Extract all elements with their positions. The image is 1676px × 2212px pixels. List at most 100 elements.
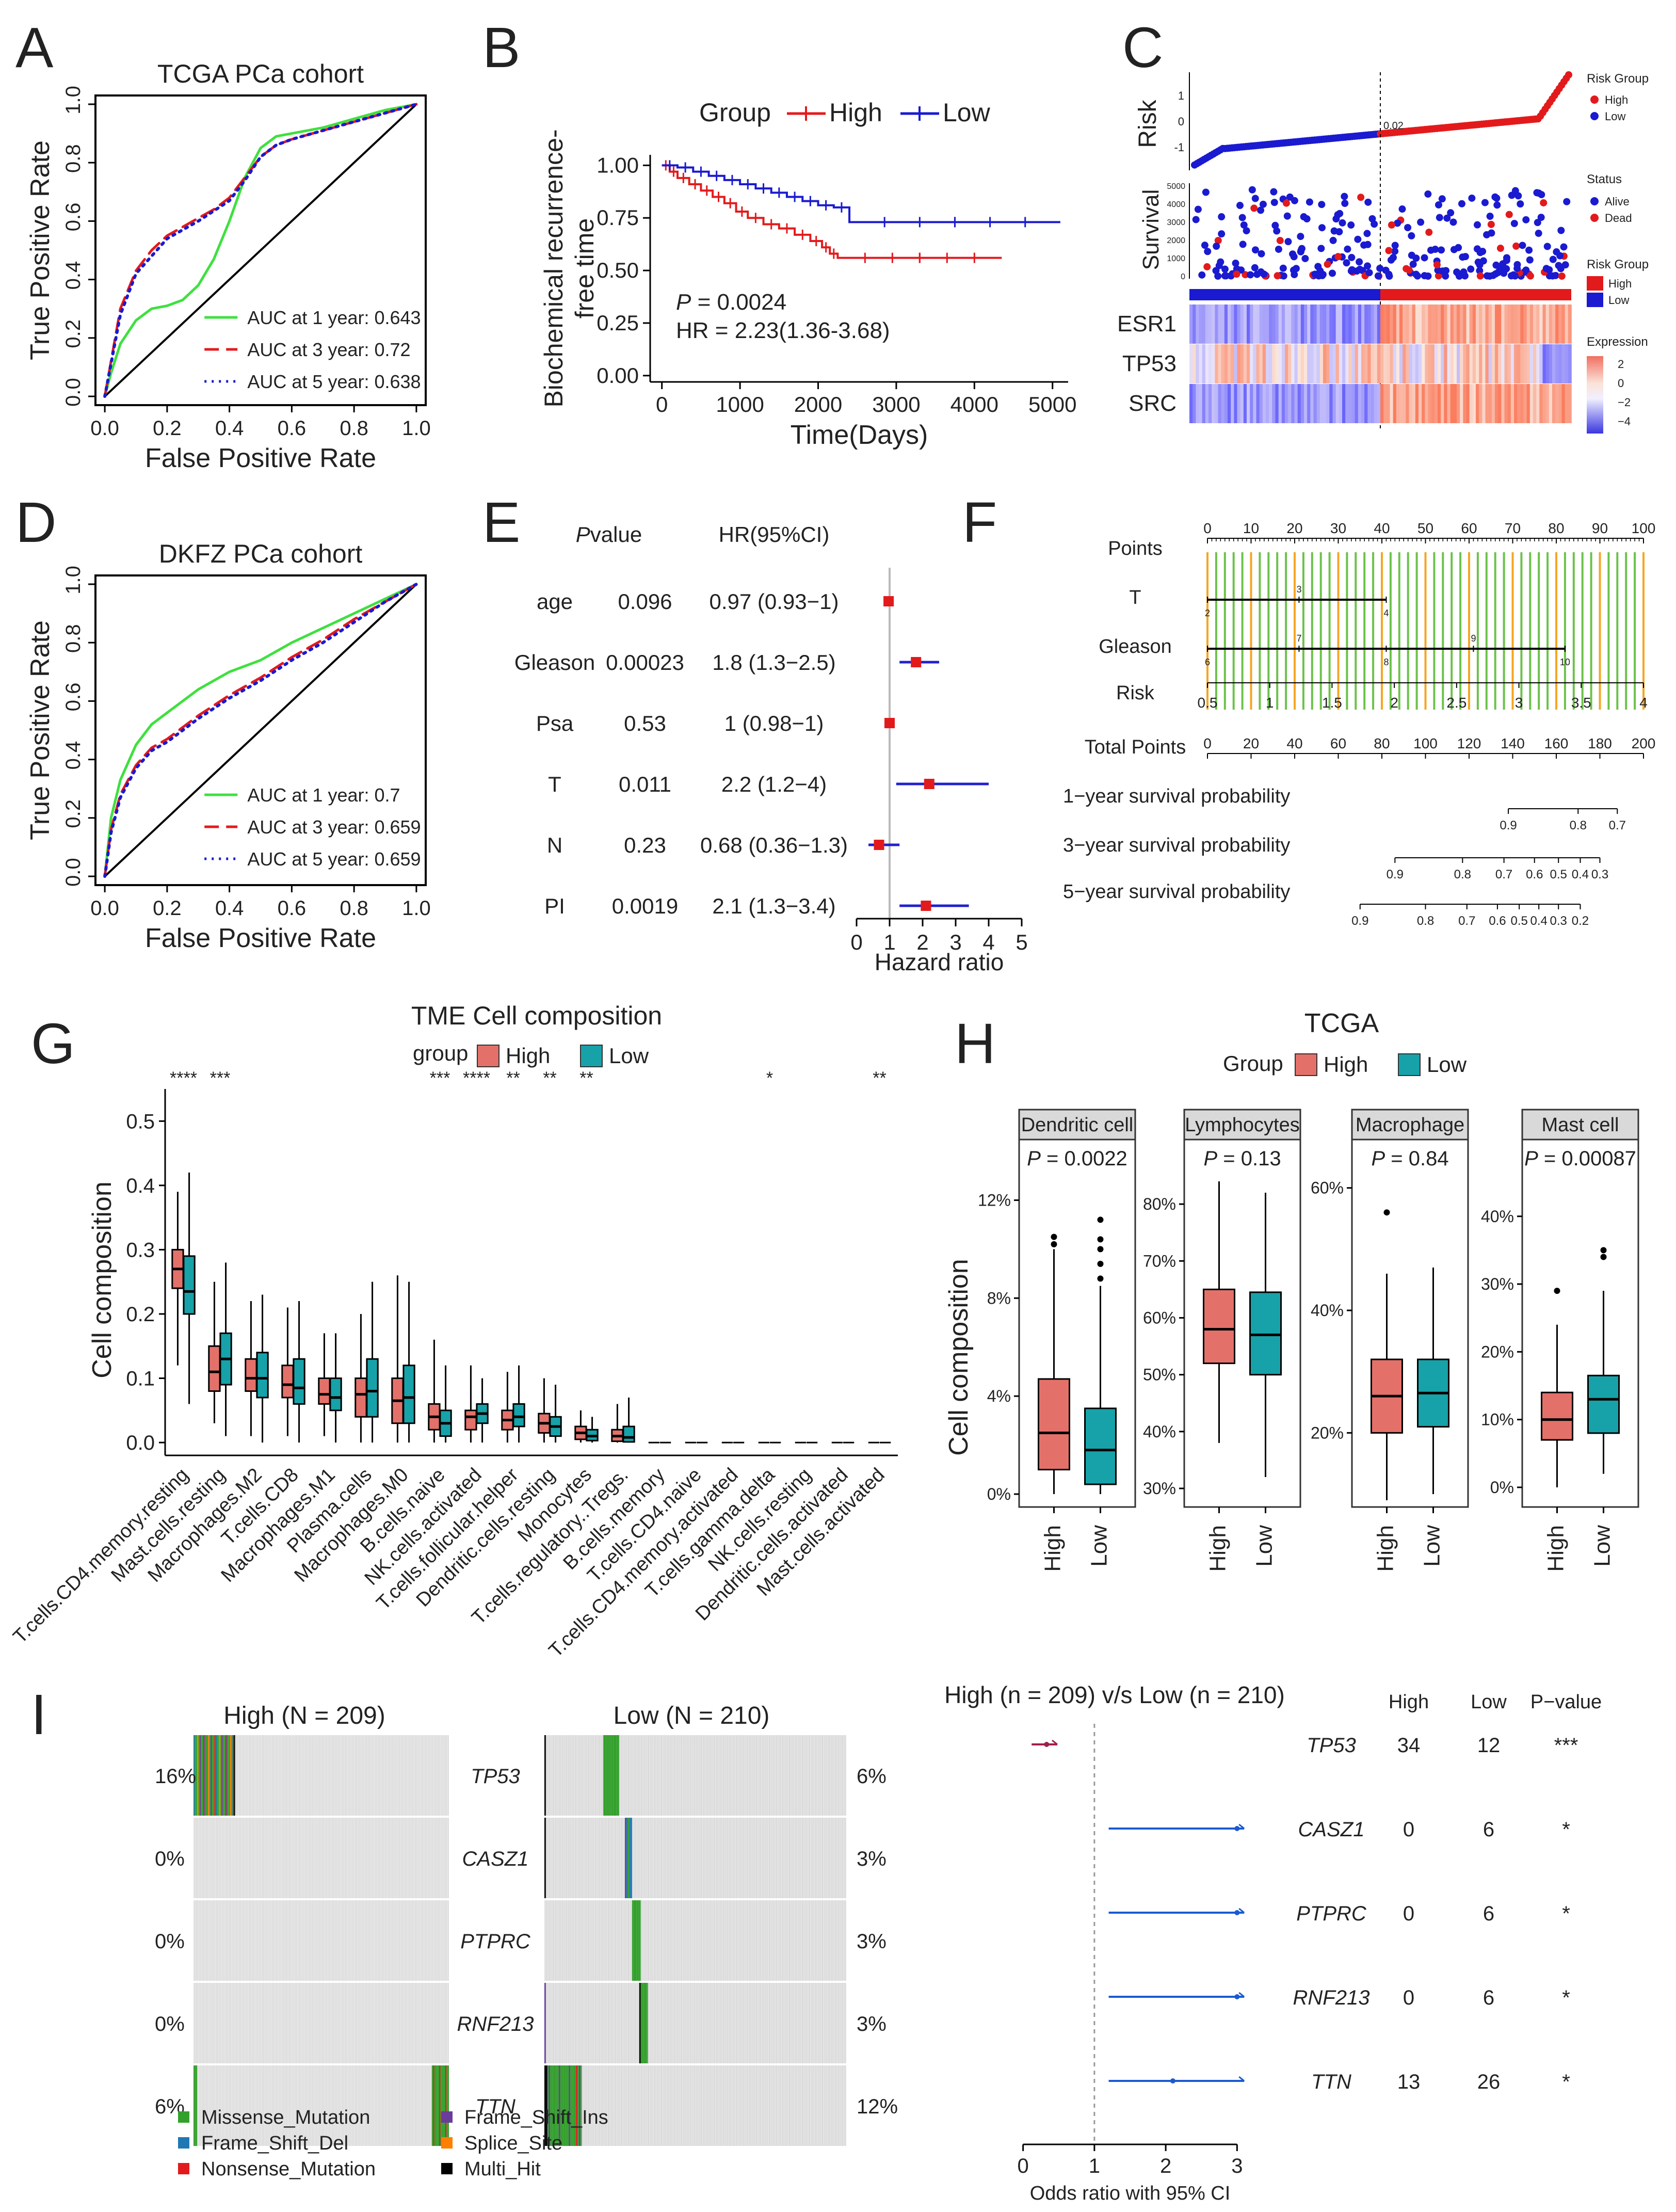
- mutation-pct-high: 0%: [155, 2013, 185, 2035]
- survival-point: [1257, 206, 1265, 214]
- heatmap-cell: [1250, 304, 1254, 344]
- heatmap-cell: [1510, 344, 1514, 383]
- nomogram-tick-label: 0.7: [1458, 914, 1475, 928]
- heatmap-cell: [1335, 304, 1340, 344]
- mutation-cell: [196, 1735, 198, 1816]
- survival-point: [1360, 241, 1368, 249]
- mutation-cell: [580, 2065, 582, 2146]
- heatmap-cell: [1196, 344, 1200, 383]
- survival-point: [1476, 267, 1484, 275]
- heatmap-cell: [1291, 344, 1295, 383]
- survival-point: [1339, 219, 1346, 227]
- heatmap-cell: [1380, 304, 1384, 344]
- nomogram-tick-label: 0.2: [1572, 914, 1589, 928]
- mutation-cell: [445, 2065, 447, 2146]
- heatmap-cell: [1221, 384, 1225, 423]
- heatmap-cell: [1224, 304, 1228, 344]
- heatmap-cell: [1568, 344, 1572, 383]
- box-outlier: [1600, 1247, 1607, 1254]
- box-outlier: [1051, 1233, 1057, 1240]
- heatmap-cell: [1189, 304, 1193, 344]
- survival-point: [1510, 219, 1518, 227]
- mutation-cell: [195, 2065, 196, 2146]
- heatmap-cell: [1438, 344, 1441, 383]
- nomogram-row-label: 5−year survival probability: [1063, 881, 1290, 903]
- heatmap-cell: [1545, 344, 1550, 383]
- forest-high-count: 34: [1397, 1734, 1421, 1757]
- heatmap-cell: [1215, 384, 1219, 423]
- survival-point: [1328, 269, 1336, 277]
- survival-point: [1260, 270, 1268, 278]
- heatmap-cell: [1431, 304, 1435, 344]
- forest-x-tick-label: 1: [883, 930, 895, 954]
- x-tick-label: Low: [1087, 1525, 1112, 1567]
- mutation-pct-low: 6%: [857, 1765, 887, 1788]
- heatmap-cell: [1549, 384, 1553, 423]
- heatmap-cell: [1558, 344, 1562, 383]
- x-tick-label: Low: [1590, 1525, 1615, 1567]
- heatmap-cell: [1377, 304, 1381, 344]
- y-tick-label: 1.0: [62, 566, 85, 595]
- facet-strip-label: Dendritic cell: [1021, 1114, 1134, 1136]
- mutation-cell: [234, 1735, 235, 1816]
- heatmap-cell: [1319, 344, 1324, 383]
- heatmap-cell: [1199, 384, 1203, 423]
- forest-p-value: 0.011: [619, 772, 671, 796]
- oncoplot-chart: High (N = 209) Low (N = 210) 16% TP53 6% 0% CA…: [155, 1702, 898, 2180]
- roc-curve-series-1: [103, 103, 418, 398]
- heatmap-cell: [1517, 344, 1521, 383]
- chart-title: TCGA: [1304, 1008, 1379, 1038]
- survival-point: [1202, 188, 1210, 196]
- heatmap-cell: [1374, 344, 1378, 383]
- mutation-cell: [439, 2065, 441, 2146]
- forest-low-count: 12: [1477, 1734, 1501, 1757]
- forest-gene-label: TP53: [1307, 1734, 1356, 1757]
- heatmap-cell: [1259, 344, 1263, 383]
- box-low: [402, 1365, 415, 1424]
- heatmap-cell: [1266, 344, 1269, 383]
- expression-heatmap: [1189, 304, 1572, 423]
- mutation-cell: [198, 1735, 200, 1816]
- survival-point: [1537, 214, 1545, 221]
- forest-variable-label: PI: [544, 894, 565, 918]
- x-tick-label: Low: [1420, 1525, 1445, 1567]
- heatmap-cell: [1520, 344, 1524, 383]
- legend-dot: [1590, 95, 1599, 104]
- y-tick-label: 0.0: [126, 1432, 155, 1454]
- heatmap-cell: [1361, 304, 1365, 344]
- survival-point: [1503, 257, 1510, 264]
- legend-label: Low: [1605, 110, 1625, 123]
- legend-label: AUC at 5 year: 0.638: [247, 371, 421, 392]
- forest-x-tick-label: 4: [982, 930, 994, 954]
- tcga-facet-boxplot: TCGA Group High Low Cell composition Dendriti…: [944, 1008, 1639, 1572]
- heatmap-cell: [1364, 344, 1368, 383]
- legend-dot: [1590, 197, 1599, 205]
- legend-swatch: [441, 2163, 453, 2174]
- heatmap-cell: [1253, 344, 1257, 383]
- nomogram-tick-label: 2: [1205, 608, 1210, 618]
- heatmap-cell: [1565, 304, 1569, 344]
- mutation-cell: [435, 2065, 437, 2146]
- survival-point: [1473, 245, 1481, 253]
- heatmap-cell: [1237, 344, 1241, 383]
- heatmap-cell: [1316, 344, 1320, 383]
- heatmap-cell: [1495, 384, 1498, 423]
- survival-tick-label: 2000: [1167, 236, 1185, 245]
- box-high: [1038, 1378, 1070, 1471]
- forest-point: [921, 901, 931, 911]
- forest-gene-label: TTN: [1311, 2071, 1351, 2093]
- survival-point: [1376, 264, 1384, 272]
- tme-boxplot-chart: TME Cell composition group High Low 0.0 0.1 0.…: [9, 1001, 898, 1662]
- heatmap-cell: [1406, 384, 1410, 423]
- roc-curve-series-3: [103, 583, 418, 878]
- heatmap-cell: [1457, 304, 1460, 344]
- survival-point: [1347, 221, 1355, 229]
- heatmap-cell: [1555, 344, 1559, 383]
- survival-point: [1476, 261, 1484, 269]
- survival-point: [1274, 272, 1281, 280]
- mutation-cell: [230, 1735, 232, 1816]
- survival-point: [1433, 261, 1441, 268]
- heatmap-cell: [1526, 344, 1530, 383]
- oncoplot-gene-label: CASZ1: [462, 1848, 529, 1870]
- y-tick-label: 20%: [1311, 1423, 1344, 1442]
